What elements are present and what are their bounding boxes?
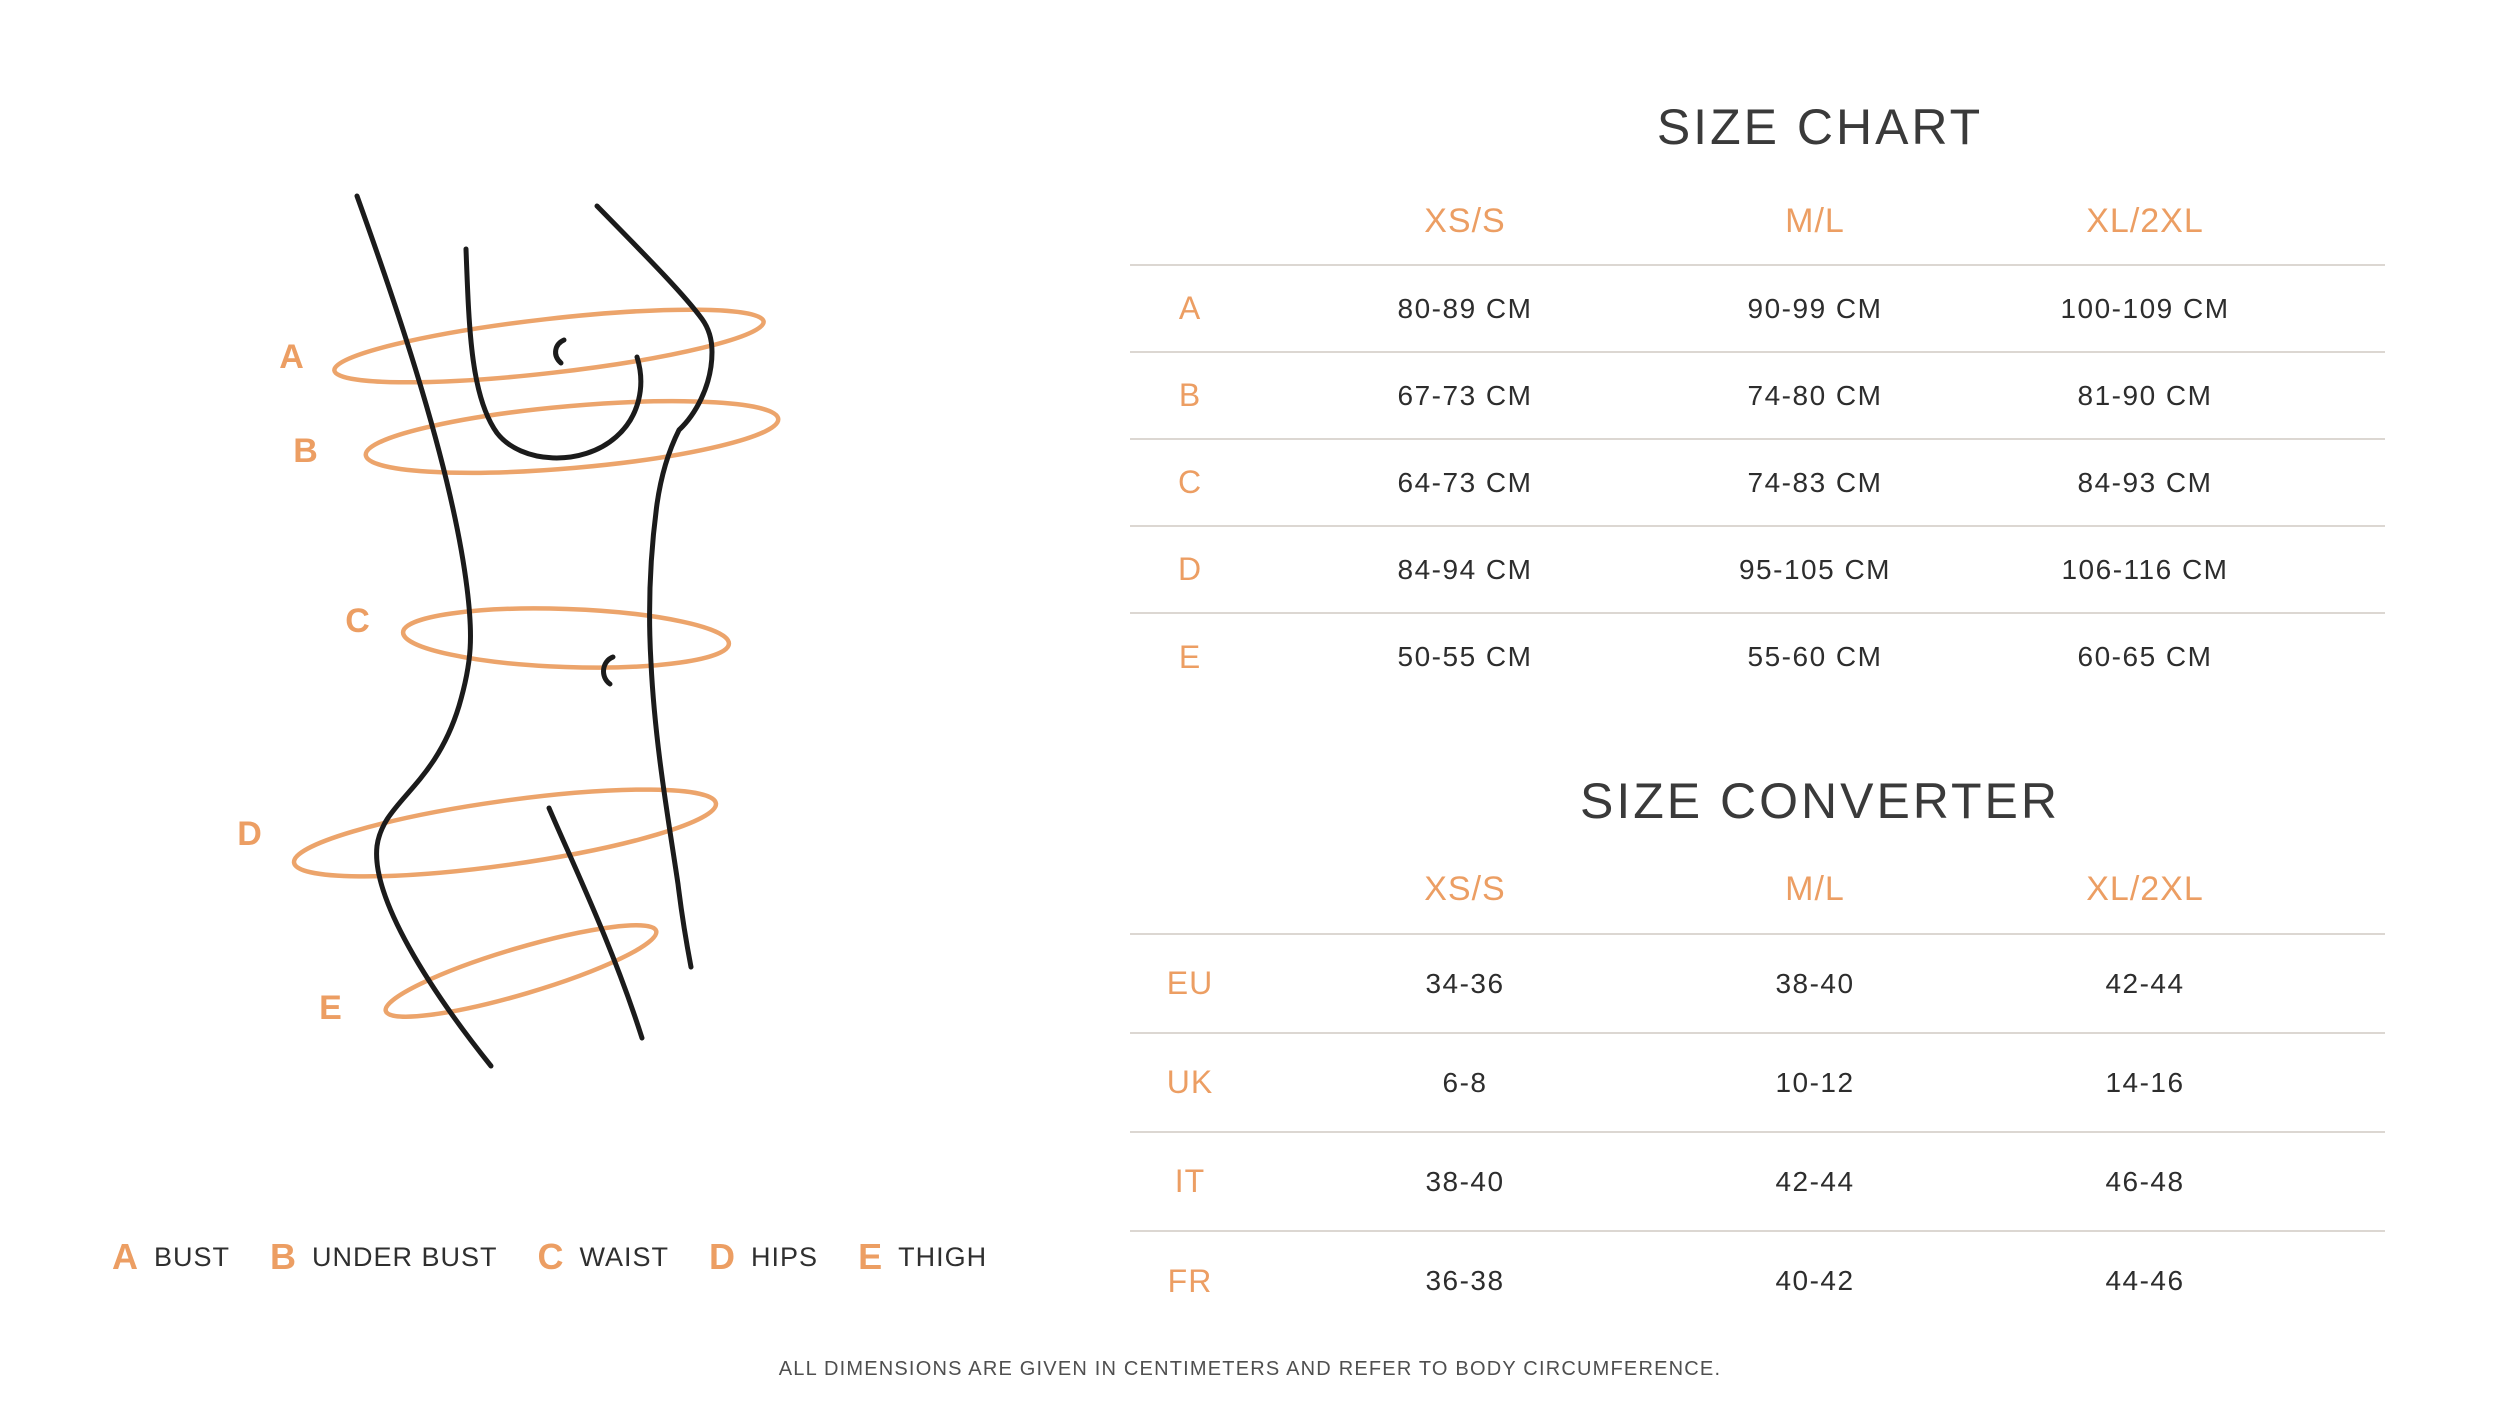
legend-item-thigh: E THIGH (858, 1236, 987, 1278)
size-chart-cell: 84-93 CM (2077, 466, 2213, 498)
size-chart-cell: 84-94 CM (1397, 553, 1533, 585)
body-outline-back-line (354, 193, 494, 1069)
size-converter-cell: 34-36 (1425, 967, 1505, 999)
size-converter-cell: 42-44 (1775, 1165, 1855, 1197)
size-converter-cell: 36-38 (1425, 1265, 1505, 1296)
size-converter-row: EU 34-36 38-40 42-44 (1130, 934, 2385, 1033)
legend-letter: B (270, 1236, 297, 1277)
size-chart-cell: 64-73 CM (1397, 466, 1533, 498)
size-chart-header-row: XS/S M/L XL/2XL (1130, 178, 2385, 265)
legend-letter: A (112, 1236, 138, 1277)
legend-label: UNDER BUST (312, 1241, 498, 1272)
figure-label-hips: D (237, 815, 263, 853)
size-converter-column-header: XL/2XL (2086, 869, 2204, 908)
legend-label: HIPS (751, 1241, 819, 1272)
size-converter-row: FR 36-38 40-42 44-46 (1130, 1231, 2385, 1330)
nipple-mark (553, 337, 567, 366)
size-converter-row-label: FR (1167, 1262, 1213, 1299)
figure-label-bust: A (279, 338, 305, 376)
size-chart-column-header: XL/2XL (2086, 201, 2204, 240)
size-chart-cell: 67-73 CM (1397, 379, 1533, 411)
size-chart-row-label: D (1177, 551, 1203, 587)
thigh-measurement-ellipse (383, 923, 659, 1019)
figure-label-thigh: E (319, 989, 343, 1027)
size-converter-cell: 10-12 (1775, 1066, 1855, 1098)
size-chart-cell: 50-55 CM (1397, 641, 1533, 672)
legend-letter: C (537, 1236, 564, 1277)
front-thigh-line (546, 805, 645, 1041)
size-chart-cell: 74-80 CM (1747, 379, 1883, 411)
legend-item-under-bust: B UNDER BUST (270, 1236, 498, 1278)
legend-label: WAIST (579, 1241, 670, 1272)
size-converter-row-label: IT (1174, 1163, 1206, 1199)
footer-note: ALL DIMENSIONS ARE GIVEN IN CENTIMETERS … (778, 1358, 1722, 1380)
size-chart-cell: 90-99 CM (1747, 292, 1883, 324)
size-chart-cell: 106-116 CM (2061, 553, 2229, 585)
navel-mark (601, 654, 616, 687)
size-chart-row: A 80-89 CM 90-99 CM 100-109 CM (1130, 265, 2385, 352)
size-chart-cell: 60-65 CM (2077, 641, 2213, 672)
measurement-legend: A BUST B UNDER BUST C WAIST D HIPS E THI… (112, 1236, 987, 1278)
size-converter-row: UK 6-8 10-12 14-16 (1130, 1033, 2385, 1132)
bust-measurement-ellipse (332, 307, 766, 385)
hips-measurement-ellipse (291, 787, 719, 879)
body-figure-illustration: A B C D E (237, 193, 781, 1069)
size-chart-column-header: XS/S (1424, 201, 1506, 240)
size-converter-cell: 42-44 (2105, 967, 2185, 999)
size-converter-row: IT 38-40 42-44 46-48 (1130, 1132, 2385, 1231)
size-chart-cell: 81-90 CM (2077, 379, 2213, 411)
size-converter-cell: 46-48 (2105, 1165, 2185, 1197)
legend-item-bust: A BUST (112, 1236, 230, 1278)
legend-label: BUST (154, 1241, 231, 1272)
size-converter-cell: 40-42 (1775, 1265, 1855, 1296)
legend-label: THIGH (898, 1241, 988, 1272)
size-chart-row: D 84-94 CM 95-105 CM 106-116 CM (1130, 526, 2385, 613)
legend-letter: D (709, 1236, 736, 1277)
size-chart-cell: 74-83 CM (1747, 466, 1883, 498)
size-converter-cell: 38-40 (1775, 967, 1855, 999)
figure-label-waist: C (345, 602, 371, 640)
size-chart-row-label: A (1178, 290, 1202, 326)
size-converter-table: XS/S M/L XL/2XL EU 34-36 38-40 42-44 UK … (1130, 845, 2385, 1330)
size-chart-cell: 95-105 CM (1738, 553, 1891, 585)
size-converter-cell: 38-40 (1425, 1165, 1505, 1197)
size-chart-table: XS/S M/L XL/2XL A 80-89 CM 90-99 CM 100-… (1130, 178, 2385, 700)
size-converter-cell: 14-16 (2105, 1066, 2185, 1098)
size-chart-row: C 64-73 CM 74-83 CM 84-93 CM (1130, 439, 2385, 526)
arm-and-front-torso-line (594, 203, 715, 970)
size-chart-row-label: B (1178, 377, 1202, 413)
legend-letter: E (858, 1236, 883, 1277)
size-converter-cell: 44-46 (2105, 1265, 2185, 1296)
size-chart-cell: 100-109 CM (2060, 292, 2230, 324)
figure-label-under-bust: B (293, 432, 319, 470)
size-converter-title: SIZE CONVERTER (1579, 773, 2061, 829)
size-chart-column-header: M/L (1785, 201, 1845, 240)
legend-item-hips: D HIPS (709, 1236, 818, 1278)
size-converter-column-header: M/L (1785, 869, 1845, 908)
size-chart-row-label: E (1178, 638, 1202, 675)
size-chart-row: B 67-73 CM 74-80 CM 81-90 CM (1130, 352, 2385, 439)
size-chart-cell: 80-89 CM (1397, 292, 1533, 324)
size-converter-cell: 6-8 (1442, 1066, 1488, 1098)
size-converter-column-header: XS/S (1424, 869, 1506, 908)
size-chart-row: E 50-55 CM 55-60 CM 60-65 CM (1130, 613, 2385, 700)
size-chart-row-label: C (1177, 464, 1203, 500)
waist-measurement-ellipse (400, 606, 732, 670)
size-chart-cell: 55-60 CM (1747, 641, 1883, 672)
size-chart-title: SIZE CHART (1656, 99, 1984, 155)
size-converter-header-row: XS/S M/L XL/2XL (1130, 845, 2385, 934)
breast-outline-line (463, 246, 644, 461)
legend-item-waist: C WAIST (538, 1236, 670, 1278)
size-converter-row-label: EU (1166, 965, 1214, 1001)
size-converter-row-label: UK (1166, 1064, 1214, 1100)
under-bust-measurement-ellipse (363, 398, 781, 476)
